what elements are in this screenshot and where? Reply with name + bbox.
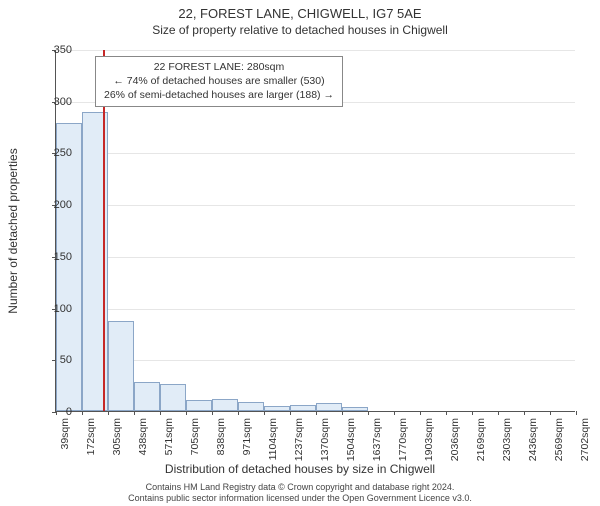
xtick-label: 2169sqm: [475, 418, 487, 461]
histogram-bar: [134, 382, 160, 411]
xtick-mark: [186, 411, 187, 415]
annotation-line: ← 74% of detached houses are smaller (53…: [104, 74, 334, 88]
xtick-label: 1770sqm: [397, 418, 409, 461]
xtick-mark: [238, 411, 239, 415]
xtick-mark: [368, 411, 369, 415]
xtick-mark: [290, 411, 291, 415]
annotation-box: 22 FOREST LANE: 280sqm← 74% of detached …: [95, 56, 343, 107]
histogram-bar: [186, 400, 212, 411]
xtick-label: 1104sqm: [267, 418, 279, 460]
ytick-label: 300: [32, 96, 72, 108]
gridline: [56, 153, 575, 154]
gridline: [56, 50, 575, 51]
ytick-label: 100: [32, 303, 72, 315]
xtick-mark: [212, 411, 213, 415]
xtick-label: 2702sqm: [579, 418, 591, 461]
xtick-mark: [160, 411, 161, 415]
footer-attribution: Contains HM Land Registry data © Crown c…: [0, 482, 600, 505]
xtick-mark: [342, 411, 343, 415]
histogram-bar: [238, 402, 264, 411]
annotation-line: 22 FOREST LANE: 280sqm: [104, 60, 334, 74]
xtick-label: 838sqm: [215, 418, 227, 455]
xtick-mark: [550, 411, 551, 415]
xtick-label: 1903sqm: [423, 418, 435, 461]
xtick-label: 1637sqm: [371, 418, 383, 461]
histogram-bar: [316, 403, 342, 411]
histogram-bar: [160, 384, 186, 411]
xtick-mark: [576, 411, 577, 415]
footer-line-2: Contains public sector information licen…: [0, 493, 600, 504]
xtick-label: 2569sqm: [553, 418, 565, 461]
y-axis-label: Number of detached properties: [6, 148, 20, 313]
histogram-bar: [290, 405, 316, 411]
chart-title-main: 22, FOREST LANE, CHIGWELL, IG7 5AE: [0, 6, 600, 21]
histogram-bar: [108, 321, 134, 411]
xtick-label: 705sqm: [189, 418, 201, 455]
gridline: [56, 257, 575, 258]
gridline: [56, 309, 575, 310]
xtick-mark: [316, 411, 317, 415]
xtick-mark: [394, 411, 395, 415]
xtick-mark: [82, 411, 83, 415]
histogram-bar: [342, 407, 368, 411]
chart-title-sub: Size of property relative to detached ho…: [0, 23, 600, 37]
xtick-mark: [264, 411, 265, 415]
xtick-mark: [134, 411, 135, 415]
xtick-mark: [498, 411, 499, 415]
xtick-mark: [420, 411, 421, 415]
xtick-label: 1504sqm: [345, 418, 357, 461]
xtick-mark: [524, 411, 525, 415]
histogram-bar: [212, 399, 238, 411]
xtick-label: 305sqm: [111, 418, 123, 455]
annotation-line: 26% of semi-detached houses are larger (…: [104, 88, 334, 102]
xtick-label: 438sqm: [137, 418, 149, 455]
footer-line-1: Contains HM Land Registry data © Crown c…: [0, 482, 600, 493]
ytick-label: 200: [32, 199, 72, 211]
xtick-label: 2036sqm: [449, 418, 461, 461]
x-axis-label: Distribution of detached houses by size …: [0, 462, 600, 476]
gridline: [56, 205, 575, 206]
xtick-label: 971sqm: [241, 418, 253, 455]
histogram-bar: [264, 406, 290, 411]
ytick-label: 250: [32, 147, 72, 159]
xtick-label: 1237sqm: [293, 418, 305, 461]
xtick-mark: [108, 411, 109, 415]
xtick-label: 2303sqm: [501, 418, 513, 461]
ytick-label: 150: [32, 251, 72, 263]
ytick-label: 50: [32, 354, 72, 366]
ytick-label: 0: [32, 406, 72, 418]
ytick-label: 350: [32, 44, 72, 56]
xtick-label: 39sqm: [59, 418, 71, 450]
xtick-mark: [472, 411, 473, 415]
xtick-label: 172sqm: [85, 418, 97, 455]
xtick-label: 2436sqm: [527, 418, 539, 461]
xtick-mark: [446, 411, 447, 415]
xtick-label: 1370sqm: [319, 418, 331, 461]
xtick-label: 571sqm: [163, 418, 175, 455]
histogram-bar: [56, 123, 82, 411]
